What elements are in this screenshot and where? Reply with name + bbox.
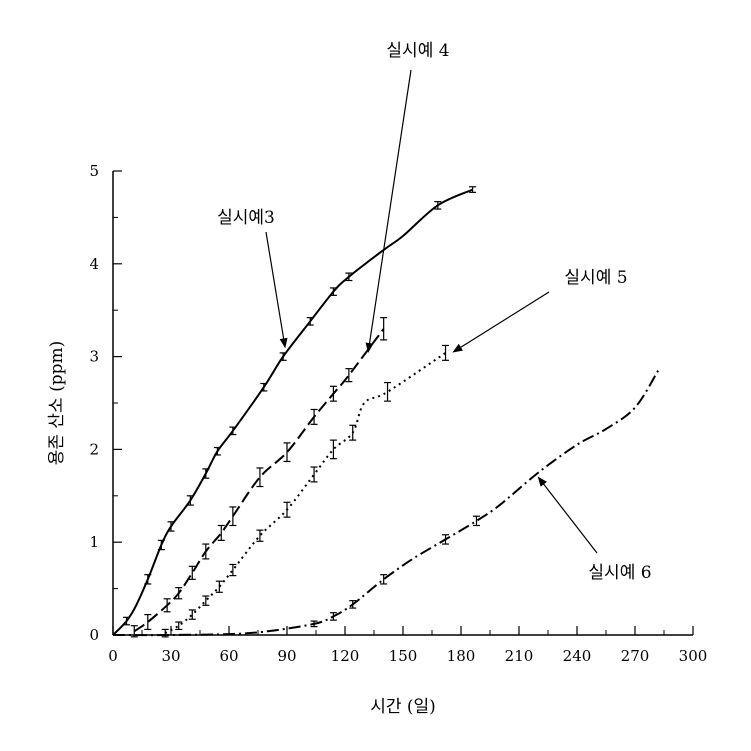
error-bar — [311, 467, 318, 482]
annotation-arrow — [538, 477, 597, 553]
error-bar — [380, 575, 387, 584]
error-bar — [330, 386, 337, 401]
series-line — [165, 353, 445, 633]
error-bar — [311, 409, 318, 424]
axes: 0 30 60 90 120 150 180 210 240 270 300 0 1 2 3 4 5 — [89, 162, 707, 665]
annotations: 실시예3 실시예 4 실시예 5 실시예 6 — [217, 41, 651, 583]
x-tick-label: 90 — [277, 647, 296, 665]
x-tick-label: 120 — [331, 647, 360, 665]
annotation-arrow — [368, 70, 411, 352]
error-bar — [284, 443, 291, 462]
error-bar — [144, 615, 151, 630]
series-4 — [131, 318, 387, 637]
series-line — [134, 329, 383, 632]
error-bar — [256, 468, 263, 487]
annotation-label: 실시예 5 — [564, 268, 627, 288]
series-line — [113, 190, 473, 635]
x-tick-label: 300 — [679, 647, 708, 665]
error-bar — [384, 383, 391, 402]
error-bar — [330, 440, 337, 459]
y-tick-label: 1 — [89, 533, 99, 551]
x-tick-label: 0 — [108, 647, 118, 665]
series-6 — [113, 371, 658, 636]
error-bar — [218, 525, 225, 540]
y-tick-label: 2 — [89, 440, 99, 458]
y-axis-title: 용존 산소 (ppm) — [47, 341, 67, 466]
annotation-arrow — [266, 232, 285, 347]
error-bar — [229, 564, 236, 575]
annotation-arrow — [453, 292, 549, 352]
x-tick-label: 270 — [621, 647, 650, 665]
series-3 — [113, 187, 476, 635]
y-tick-label: 0 — [89, 626, 99, 644]
x-tick-label: 180 — [447, 647, 476, 665]
error-bar — [164, 599, 171, 612]
y-tick-label: 3 — [89, 348, 99, 366]
x-tick-label: 150 — [389, 647, 418, 665]
plot-area — [113, 187, 658, 637]
annotation-label: 실시예 6 — [588, 563, 651, 583]
error-bar — [284, 502, 291, 517]
y-tick-label: 5 — [89, 162, 99, 180]
error-bar — [442, 535, 449, 544]
series-5 — [162, 345, 449, 636]
y-tick-label: 4 — [89, 255, 99, 273]
annotation-label: 실시예 4 — [386, 41, 449, 61]
error-bar — [442, 345, 449, 360]
error-bar — [473, 516, 480, 525]
error-bar — [380, 318, 387, 340]
x-tick-label: 240 — [563, 647, 592, 665]
error-bar — [229, 507, 236, 526]
x-tick-label: 30 — [161, 647, 180, 665]
error-bar — [330, 613, 337, 620]
x-tick-label: 210 — [505, 647, 534, 665]
x-tick-label: 60 — [219, 647, 238, 665]
series-line — [113, 371, 658, 636]
annotation-label: 실시예3 — [217, 208, 275, 228]
x-axis-title: 시간 (일) — [370, 697, 436, 717]
